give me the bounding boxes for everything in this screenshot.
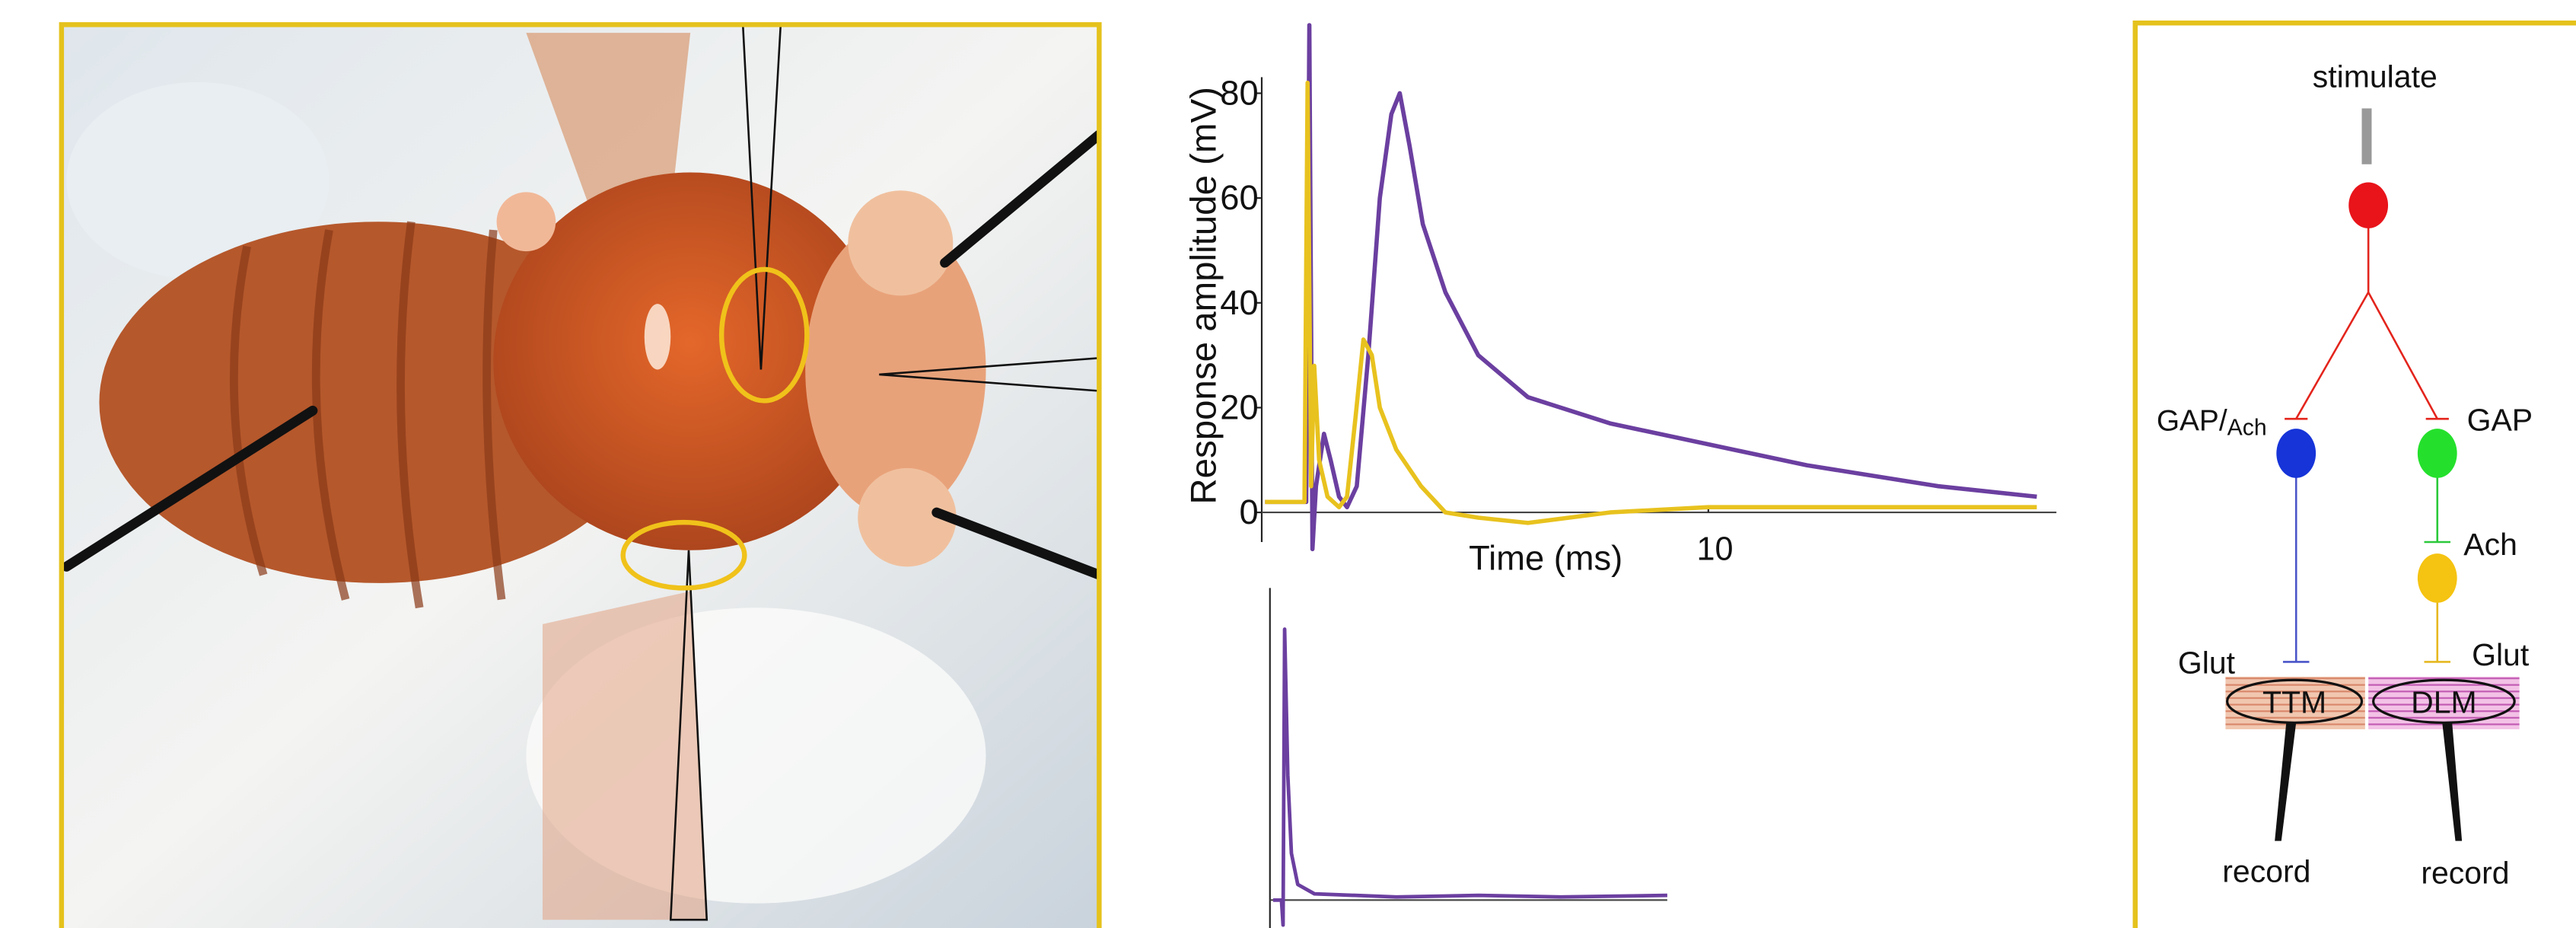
y-tick-label: 0 bbox=[1239, 493, 1258, 531]
y-axis-label: Response amplitude (mV) bbox=[1184, 87, 1224, 505]
figure: stimulate GAP/Ach GAP Ach Glut Glut TTM … bbox=[0, 0, 2576, 928]
record-label: record bbox=[2222, 854, 2310, 889]
series-line bbox=[1265, 83, 2036, 523]
input-label: GAP/Ach bbox=[2157, 404, 2267, 440]
stimulus-electrode bbox=[2362, 108, 2372, 164]
page: {"chart_data": [ {"type": "line", "x_lab… bbox=[0, 0, 2576, 928]
dlmn-neuron bbox=[2418, 553, 2457, 603]
muscle-label: DLM bbox=[2411, 684, 2477, 719]
record-label: record bbox=[2421, 856, 2509, 891]
photo bbox=[62, 24, 1100, 928]
record-electrode-left bbox=[2275, 722, 2296, 840]
transmitter-label: Glut bbox=[2178, 646, 2236, 681]
input-label-sub: Ach bbox=[2227, 416, 2267, 441]
y-tick-label: 20 bbox=[1220, 388, 1258, 427]
input-label-main: GAP/ bbox=[2157, 404, 2227, 437]
red-connections bbox=[2285, 227, 2449, 419]
diagram-frame bbox=[2135, 23, 2576, 928]
transmitter-label: Glut bbox=[2472, 637, 2530, 672]
series-line bbox=[1273, 630, 1667, 926]
psi-neuron bbox=[2418, 429, 2457, 478]
muscle-label: TTM bbox=[2262, 684, 2326, 719]
y-tick-label: 60 bbox=[1220, 178, 1258, 217]
charts: 0 20 40 60 80 10 Time (ms) Response amplitude (… bbox=[1184, 25, 2057, 928]
input-label: GAP bbox=[2467, 402, 2533, 437]
y-tick-label: 40 bbox=[1220, 283, 1258, 322]
series-line bbox=[1265, 25, 2036, 549]
y-tick-label: 80 bbox=[1220, 74, 1258, 113]
x-tick-label: 10 bbox=[1696, 531, 1733, 568]
x-axis-label: Time (ms) bbox=[1469, 539, 1622, 578]
ttmn-neuron bbox=[2276, 429, 2316, 478]
transmitter-label: Ach bbox=[2463, 527, 2517, 562]
record-electrode-right bbox=[2442, 722, 2462, 840]
giant-fiber-neuron bbox=[2348, 182, 2388, 228]
stimulate-label: stimulate bbox=[2313, 59, 2437, 94]
diagram: stimulate GAP/Ach GAP Ach Glut Glut TTM … bbox=[2135, 23, 2576, 928]
